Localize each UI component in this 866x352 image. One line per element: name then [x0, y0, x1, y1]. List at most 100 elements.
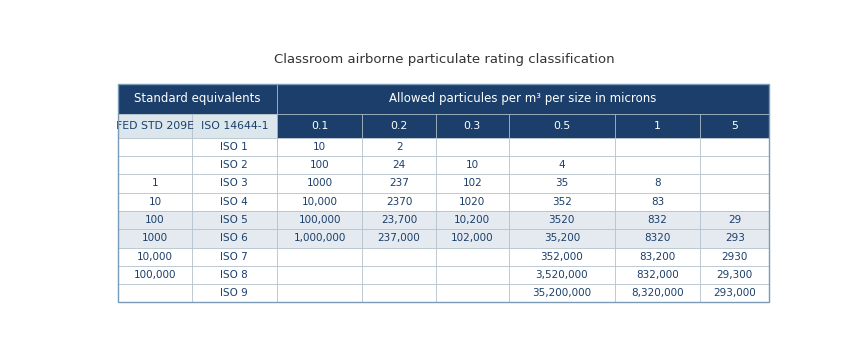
- Bar: [701, 156, 769, 174]
- Text: ISO 9: ISO 9: [221, 288, 249, 298]
- Text: 1: 1: [654, 121, 661, 131]
- Bar: [436, 284, 509, 302]
- Bar: [191, 156, 277, 174]
- Bar: [509, 229, 615, 247]
- Text: 0.2: 0.2: [391, 121, 408, 131]
- Bar: [509, 174, 615, 193]
- Text: 23,700: 23,700: [381, 215, 417, 225]
- Text: FED STD 209E: FED STD 209E: [116, 121, 194, 131]
- Text: 10: 10: [313, 142, 326, 152]
- Bar: [119, 84, 769, 302]
- Bar: [363, 284, 436, 302]
- Bar: [615, 193, 701, 211]
- Text: 352,000: 352,000: [540, 252, 583, 262]
- Bar: [436, 138, 509, 156]
- Text: ISO 7: ISO 7: [221, 252, 249, 262]
- Bar: [509, 284, 615, 302]
- Bar: [615, 247, 701, 266]
- Text: 2930: 2930: [721, 252, 748, 262]
- Bar: [277, 84, 769, 114]
- Bar: [277, 193, 363, 211]
- Bar: [615, 229, 701, 247]
- Bar: [277, 156, 363, 174]
- Bar: [436, 114, 509, 138]
- Bar: [119, 84, 277, 114]
- Text: ISO 4: ISO 4: [221, 197, 249, 207]
- Bar: [615, 266, 701, 284]
- Text: 10: 10: [466, 160, 479, 170]
- Text: Classroom airborne particulate rating classification: Classroom airborne particulate rating cl…: [274, 54, 614, 67]
- Text: 1000: 1000: [142, 233, 168, 243]
- Bar: [119, 193, 191, 211]
- Bar: [191, 266, 277, 284]
- Text: 1,000,000: 1,000,000: [294, 233, 346, 243]
- Text: 8320: 8320: [644, 233, 670, 243]
- Text: ISO 5: ISO 5: [221, 215, 249, 225]
- Bar: [701, 284, 769, 302]
- Bar: [191, 174, 277, 193]
- Bar: [615, 156, 701, 174]
- Bar: [615, 138, 701, 156]
- Text: 8,320,000: 8,320,000: [631, 288, 684, 298]
- Text: 35,200: 35,200: [544, 233, 580, 243]
- Bar: [363, 193, 436, 211]
- Bar: [191, 229, 277, 247]
- Text: 35: 35: [555, 178, 568, 188]
- Text: 100,000: 100,000: [133, 270, 176, 280]
- Text: Standard equivalents: Standard equivalents: [134, 93, 261, 106]
- Bar: [191, 193, 277, 211]
- Text: 0.1: 0.1: [311, 121, 328, 131]
- Bar: [277, 229, 363, 247]
- Bar: [701, 174, 769, 193]
- Bar: [509, 193, 615, 211]
- Bar: [119, 138, 191, 156]
- Bar: [277, 266, 363, 284]
- Text: 5: 5: [731, 121, 738, 131]
- Text: 29: 29: [728, 215, 741, 225]
- Text: 24: 24: [392, 160, 405, 170]
- Bar: [509, 138, 615, 156]
- Text: 3,520,000: 3,520,000: [535, 270, 588, 280]
- Bar: [509, 247, 615, 266]
- Bar: [119, 247, 191, 266]
- Bar: [119, 174, 191, 193]
- Text: 0.3: 0.3: [463, 121, 481, 131]
- Bar: [436, 156, 509, 174]
- Bar: [191, 284, 277, 302]
- Bar: [436, 266, 509, 284]
- Bar: [701, 211, 769, 229]
- Text: ISO 8: ISO 8: [221, 270, 249, 280]
- Bar: [277, 211, 363, 229]
- Bar: [509, 266, 615, 284]
- Text: 102: 102: [462, 178, 482, 188]
- Text: 237,000: 237,000: [378, 233, 420, 243]
- Bar: [119, 211, 191, 229]
- Bar: [615, 174, 701, 193]
- Bar: [701, 138, 769, 156]
- Text: 10,200: 10,200: [455, 215, 490, 225]
- Bar: [701, 193, 769, 211]
- Bar: [119, 266, 191, 284]
- Text: 832: 832: [648, 215, 668, 225]
- Bar: [615, 284, 701, 302]
- Text: 4: 4: [559, 160, 565, 170]
- Text: 3520: 3520: [549, 215, 575, 225]
- Bar: [363, 229, 436, 247]
- Text: 100: 100: [145, 215, 165, 225]
- Bar: [701, 229, 769, 247]
- Text: 35,200,000: 35,200,000: [533, 288, 591, 298]
- Bar: [363, 138, 436, 156]
- Bar: [119, 114, 191, 138]
- Text: 100,000: 100,000: [299, 215, 341, 225]
- Text: 29,300: 29,300: [717, 270, 753, 280]
- Text: 2370: 2370: [386, 197, 412, 207]
- Text: 1000: 1000: [307, 178, 333, 188]
- Bar: [363, 114, 436, 138]
- Bar: [436, 193, 509, 211]
- Text: 83,200: 83,200: [639, 252, 675, 262]
- Bar: [509, 211, 615, 229]
- Bar: [277, 174, 363, 193]
- Text: ISO 14644-1: ISO 14644-1: [201, 121, 268, 131]
- Bar: [436, 247, 509, 266]
- Text: Allowed particules per m³ per size in microns: Allowed particules per m³ per size in mi…: [390, 93, 656, 106]
